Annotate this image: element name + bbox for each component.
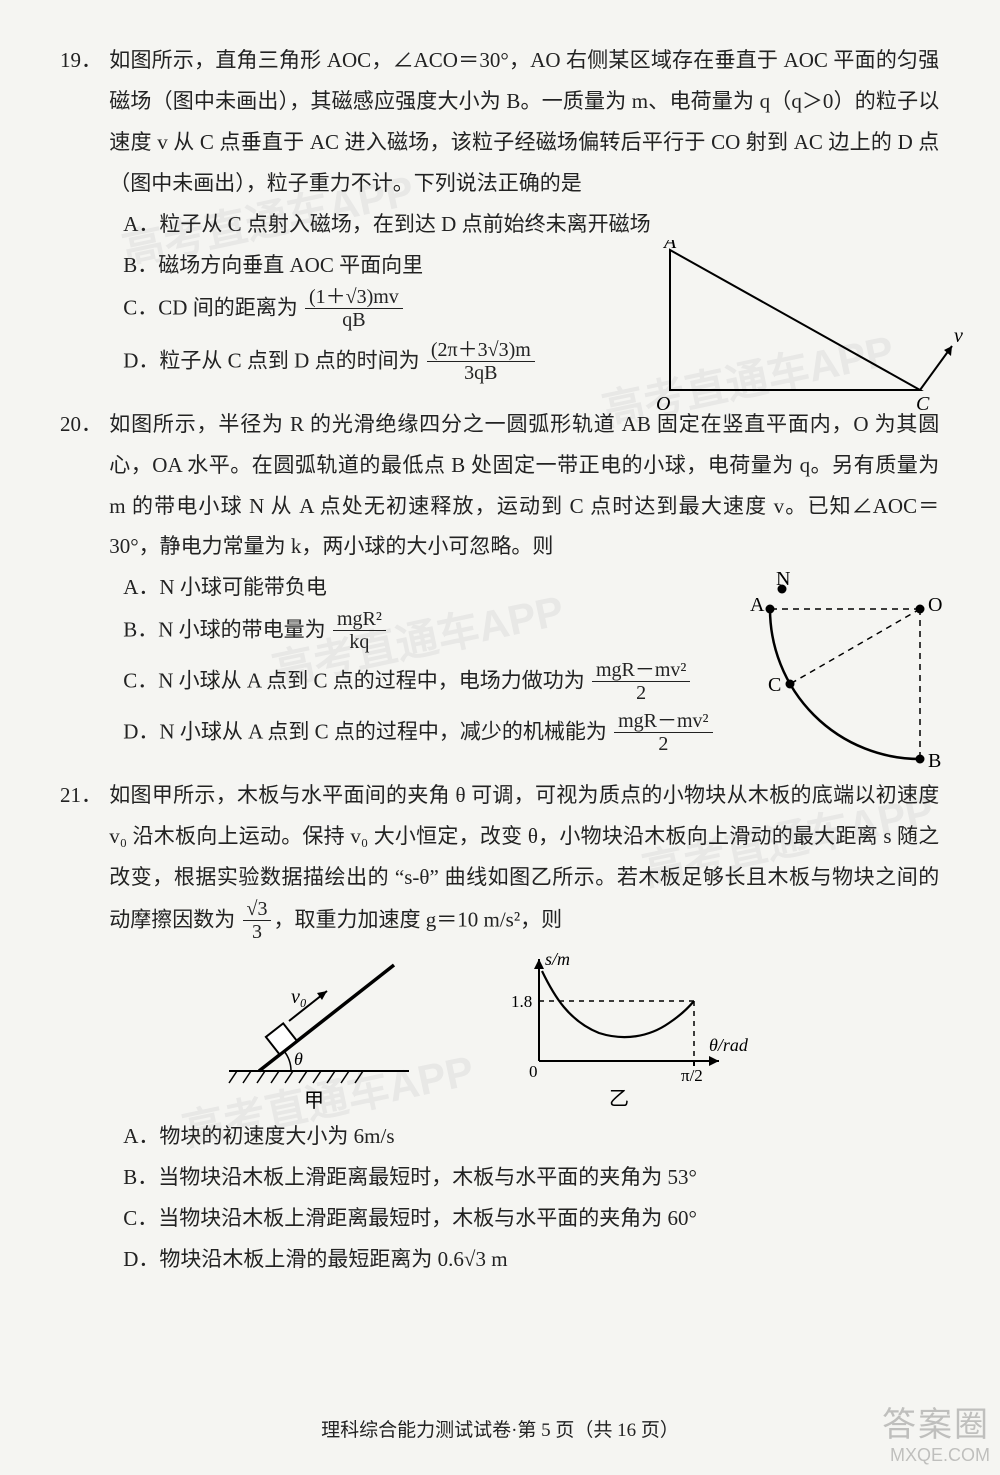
q19-opt-c-fraction: (1＋√3)mv qB xyxy=(305,286,403,333)
q20-fig-label-n: N xyxy=(776,569,790,590)
q20-figure: N A O C B xyxy=(720,569,970,779)
q21-figright-ytick: 1.8 xyxy=(511,992,532,1011)
q21-opt-d-text: 物块沿木板上滑的最短距离为 0.6√3 m xyxy=(159,1247,507,1271)
q19-opt-a: A．粒子从 C 点射入磁场，在到达 D 点前始终未离开磁场 xyxy=(109,204,939,245)
q21-figures-row: θ v₀ 甲 s/m θ/rad xyxy=(109,951,939,1116)
q21-figright-origin: 0 xyxy=(529,1062,538,1081)
q19-figure: A O C v xyxy=(640,240,970,415)
q20-fig-label-o: O xyxy=(928,594,942,616)
q21-opt-d: D．物块沿木板上滑的最短距离为 0.6√3 m xyxy=(109,1239,939,1280)
q20-stem: 如图所示，半径为 R 的光滑绝缘四分之一圆弧形轨道 AB 固定在竖直平面内，O … xyxy=(109,404,939,568)
question-21: 21． 如图甲所示，木板与水平面间的夹角 θ 可调，可视为质点的小物块从木板的底… xyxy=(60,775,950,1280)
q19-opt-b-text: 磁场方向垂直 AOC 平面向里 xyxy=(158,253,423,277)
q20-opt-c-prefix: N 小球从 A 点到 C 点的过程中，电场力做功为 xyxy=(158,669,590,693)
q20-opt-a-text: N 小球可能带负电 xyxy=(159,575,326,599)
question-20: 20． 如图所示，半径为 R 的光滑绝缘四分之一圆弧形轨道 AB 固定在竖直平面… xyxy=(60,404,950,758)
q19-opt-a-text: 粒子从 C 点射入磁场，在到达 D 点前始终未离开磁场 xyxy=(159,212,650,236)
q20-opt-b-fraction: mgR² kq xyxy=(333,608,386,655)
q21-figright-xtick: π/2 xyxy=(681,1066,703,1085)
q21-figright-xlabel: θ/rad xyxy=(709,1035,749,1055)
q21-opt-c: C．当物块沿木板上滑距离最短时，木板与水平面的夹角为 60° xyxy=(109,1198,939,1239)
q19-fig-label-v: v xyxy=(954,325,963,347)
q20-number: 20． xyxy=(60,404,104,445)
q21-figright-caption: 乙 xyxy=(609,1088,629,1110)
q21-stem: 如图甲所示，木板与水平面间的夹角 θ 可调，可视为质点的小物块从木板的底端以初速… xyxy=(109,775,939,945)
q20-opt-c-fraction: mgR－mv² 2 xyxy=(592,659,690,706)
q20-fig-label-b: B xyxy=(928,750,941,772)
page-footer: 理科综合能力测试试卷·第 5 页（共 16 页） xyxy=(50,1412,950,1449)
corner-watermark: 答案圈 MXQE.COM xyxy=(882,1405,990,1467)
q19-fig-label-a: A xyxy=(662,240,677,253)
q20-opt-b-prefix: N 小球的带电量为 xyxy=(158,618,331,642)
q21-opt-a-text: 物块的初速度大小为 6m/s xyxy=(159,1124,394,1148)
q21-opt-b: B．当物块沿木板上滑距离最短时，木板与水平面的夹角为 53° xyxy=(109,1157,939,1198)
q21-figleft-theta: θ xyxy=(294,1049,303,1069)
q21-figure-right: s/m θ/rad 0 π/2 1.8 乙 xyxy=(509,951,749,1111)
q21-number: 21． xyxy=(60,775,104,816)
q20-fig-label-a: A xyxy=(750,594,765,616)
q19-opt-d-fraction: (2π＋3√3)m 3qB xyxy=(427,339,535,386)
q21-stem-fraction: √3 3 xyxy=(243,898,272,945)
q21-figright-ylabel: s/m xyxy=(545,951,570,969)
q21-opt-b-text: 当物块沿木板上滑距离最短时，木板与水平面的夹角为 53° xyxy=(158,1165,697,1189)
question-19: 19． 如图所示，直角三角形 AOC，∠ACO＝30°，AO 右侧某区域存在垂直… xyxy=(60,40,950,386)
q19-stem: 如图所示，直角三角形 AOC，∠ACO＝30°，AO 右侧某区域存在垂直于 AO… xyxy=(109,40,939,204)
q20-opt-d-prefix: N 小球从 A 点到 C 点的过程中，减少的机械能为 xyxy=(159,720,612,744)
q21-figleft-v0: v₀ xyxy=(291,986,307,1008)
q21-figure-left: θ v₀ 甲 xyxy=(219,951,439,1111)
q20-opt-d-fraction: mgR－mv² 2 xyxy=(614,710,712,757)
q19-opt-d-prefix: 粒子从 C 点到 D 点的时间为 xyxy=(159,348,424,372)
q21-opt-c-text: 当物块沿木板上滑距离最短时，木板与水平面的夹角为 60° xyxy=(158,1206,697,1230)
q21-stem-part2: ，取重力加速度 g＝10 m/s²，则 xyxy=(273,907,562,931)
q21-figleft-caption: 甲 xyxy=(304,1090,324,1111)
q21-opt-a: A．物块的初速度大小为 6m/s xyxy=(109,1116,939,1157)
q19-opt-c-prefix: CD 间的距离为 xyxy=(158,295,303,319)
q20-fig-label-c: C xyxy=(768,674,781,696)
q19-number: 19． xyxy=(60,40,104,81)
